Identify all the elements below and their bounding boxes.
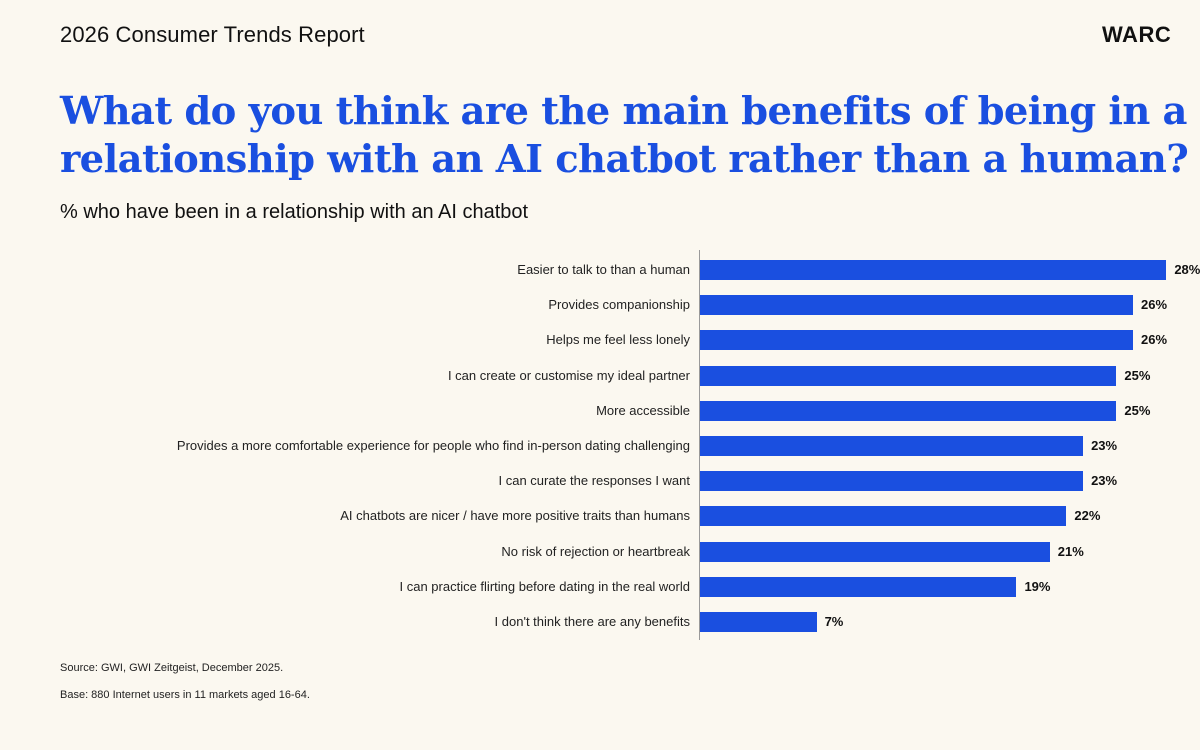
bar — [700, 330, 1134, 351]
bar — [700, 295, 1134, 316]
category-label: Easier to talk to than a human — [517, 262, 690, 277]
bar-value-label: 23% — [1091, 438, 1118, 453]
bar-value-label: 19% — [1024, 578, 1051, 594]
bar — [700, 576, 1017, 597]
bar — [700, 260, 1167, 280]
chart-headline: What do you think are the main benefits … — [60, 88, 1190, 184]
source-note: Source: GWI, GWI Zeitgeist, December 202… — [60, 662, 284, 674]
headline-line-2: relationship with an AI chatbot rather t… — [60, 137, 1189, 182]
bar-value-label: 26% — [1141, 332, 1168, 348]
report-title: 2026 Consumer Trends Report — [60, 22, 365, 47]
bar — [700, 541, 1050, 562]
bar-value-label: 25% — [1124, 402, 1151, 418]
bar — [700, 365, 1117, 386]
category-label: I can curate the responses I want — [498, 473, 691, 489]
headline-line-1: What do you think are the main benefits … — [60, 89, 1188, 134]
base-note: Base: 880 Internet users in 11 markets a… — [60, 689, 310, 701]
bar-value-label: 23% — [1091, 473, 1118, 489]
category-label: Provides a more comfortable experience f… — [176, 438, 690, 453]
bar-value-label: 22% — [1074, 508, 1101, 524]
chart-subtitle: % who have been in a relationship with a… — [60, 201, 529, 223]
category-label: No risk of rejection or heartbreak — [501, 543, 690, 559]
bar — [700, 400, 1117, 421]
category-axis-line — [699, 250, 700, 640]
category-label: I can create or customise my ideal partn… — [447, 367, 690, 383]
bar — [700, 506, 1067, 527]
category-label: I don't think there are any benefits — [494, 614, 690, 629]
category-label: I can practice flirting before dating in… — [399, 578, 691, 594]
bar — [700, 612, 817, 632]
bar-value-label: 28% — [1174, 262, 1200, 277]
category-label: Helps me feel less lonely — [546, 332, 690, 348]
bar-value-label: 26% — [1141, 297, 1168, 313]
bar-value-label: 21% — [1057, 543, 1084, 559]
bar-value-label: 25% — [1124, 367, 1151, 383]
bar — [700, 471, 1084, 492]
brand-logo: WARC — [1102, 22, 1172, 47]
bar — [700, 436, 1084, 456]
category-label: AI chatbots are nicer / have more positi… — [340, 508, 690, 524]
category-label: More accessible — [596, 402, 690, 418]
category-label: Provides companionship — [548, 297, 690, 313]
bar-value-label: 7% — [824, 614, 844, 629]
